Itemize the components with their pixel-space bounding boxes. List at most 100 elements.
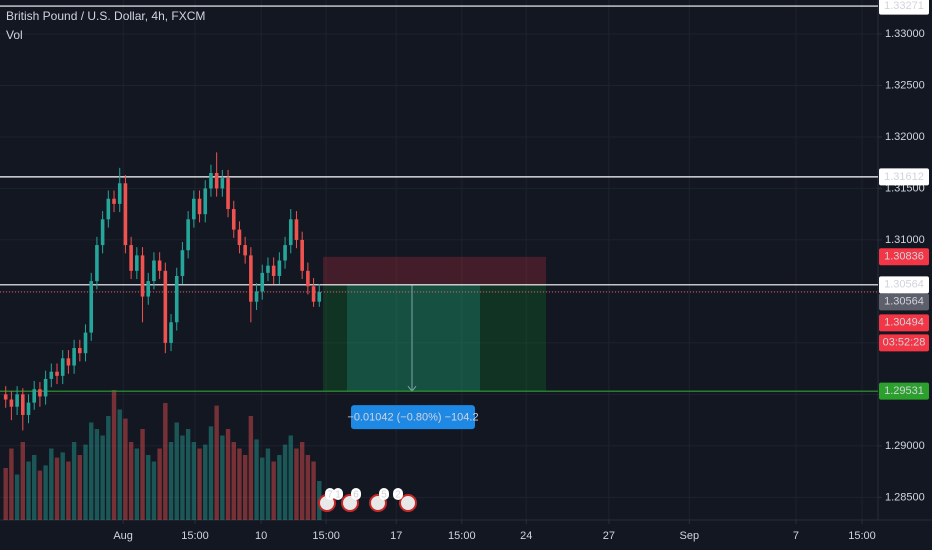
candle-body [135, 255, 139, 271]
last-price-label: 1.30494 [884, 317, 924, 329]
volume-bar [265, 448, 271, 520]
candle-body [288, 219, 293, 246]
position-label: −0.01042 (−0.80%) −104.2 [347, 412, 478, 424]
entry-label: 1.30564 [884, 296, 924, 308]
volume-bar [299, 442, 305, 520]
position-label-box [351, 405, 475, 430]
stop-label: 1.30836 [884, 251, 924, 263]
volume-bar [157, 448, 162, 520]
y-tick-label: 1.28500 [885, 491, 925, 503]
candle-body [123, 183, 128, 246]
last-price-label-box [879, 314, 929, 332]
event-icon [399, 494, 417, 512]
volume-bar [49, 448, 54, 520]
volume-bar [111, 390, 117, 520]
volume-bar [94, 429, 100, 520]
candle-body [38, 389, 42, 397]
candle-body [26, 402, 31, 415]
event-badge [351, 488, 361, 500]
candle-body [209, 172, 213, 189]
chart-title: British Pound / U.S. Dollar, 4h, FXCM [6, 9, 205, 23]
volume-bar [128, 442, 134, 520]
candle-body [243, 245, 247, 256]
event-badge [379, 488, 389, 500]
candle-body [254, 291, 259, 302]
candle-body [237, 229, 242, 246]
candle-body [146, 281, 151, 297]
x-tick-label: 17 [390, 530, 402, 542]
volume-bar [197, 448, 202, 520]
level-label-box [879, 276, 929, 294]
target-progress [347, 284, 480, 392]
volume-bar [134, 448, 140, 520]
volume-bar [225, 429, 231, 520]
volume-bar [66, 461, 71, 520]
event-count: 2 [395, 490, 401, 501]
candle-body [32, 389, 37, 403]
candle-body [106, 198, 111, 220]
candle-body [117, 183, 122, 204]
volume-bar [231, 442, 236, 520]
volume-bar [260, 457, 265, 520]
candle-body [186, 219, 190, 251]
candle-body [271, 265, 276, 276]
volume-bar [180, 435, 185, 520]
volume-bar [282, 444, 288, 520]
candle-body [49, 371, 54, 379]
candle-body [214, 172, 219, 189]
volume-bar [208, 426, 214, 520]
volume-bar [71, 442, 77, 520]
volume-bar [20, 442, 26, 520]
level-label-box [879, 0, 929, 15]
y-tick-label: 1.31000 [885, 234, 925, 246]
candle-body [311, 286, 316, 302]
x-tick-label: 7 [793, 530, 799, 542]
volume-bar [3, 468, 8, 520]
candle-body [169, 322, 173, 343]
x-tick-label: 24 [520, 530, 532, 542]
candle-body [112, 198, 116, 204]
x-tick-label: Aug [113, 530, 133, 542]
candle-body [266, 265, 270, 273]
candle-body [203, 188, 208, 215]
event-count: 5 [381, 490, 387, 501]
candle-body [317, 292, 322, 302]
volume-bar [277, 455, 282, 520]
event-count: 6 [353, 490, 359, 501]
volume-bar [168, 442, 174, 520]
candle-body [60, 358, 65, 376]
candle-body [72, 348, 76, 366]
volume-bar [237, 448, 242, 520]
target-zone [323, 284, 546, 392]
volume-bar [100, 435, 105, 520]
x-tick-label: 15:00 [848, 530, 876, 542]
candle-body [249, 255, 253, 302]
candle-body [306, 270, 310, 287]
volume-bar [117, 409, 122, 520]
volume-bar [14, 474, 20, 520]
volume-bar [271, 461, 276, 520]
x-tick-label: Sep [679, 530, 699, 542]
candle-body [78, 348, 82, 354]
y-tick-label: 1.33000 [885, 28, 925, 40]
x-tick-label: 15:00 [312, 530, 340, 542]
volume-bar [242, 455, 248, 520]
volume-bar [60, 452, 65, 520]
level-label: 1.31612 [884, 171, 924, 183]
volume-bar [9, 448, 14, 520]
candle-body [9, 399, 14, 407]
candle-body [43, 378, 48, 397]
x-tick-label: 10 [255, 530, 267, 542]
volume-bar [37, 470, 43, 520]
candle-body [197, 198, 202, 215]
candle-body [100, 219, 105, 246]
x-tick-label: 15:00 [181, 530, 209, 542]
level-label: 1.30564 [884, 279, 924, 291]
volume-bar [305, 455, 311, 520]
volume-bar [254, 439, 259, 520]
candle-body [180, 250, 185, 276]
candle-body [283, 245, 287, 261]
countdown-label: 03:52:28 [883, 337, 926, 349]
event-badge [393, 488, 403, 500]
